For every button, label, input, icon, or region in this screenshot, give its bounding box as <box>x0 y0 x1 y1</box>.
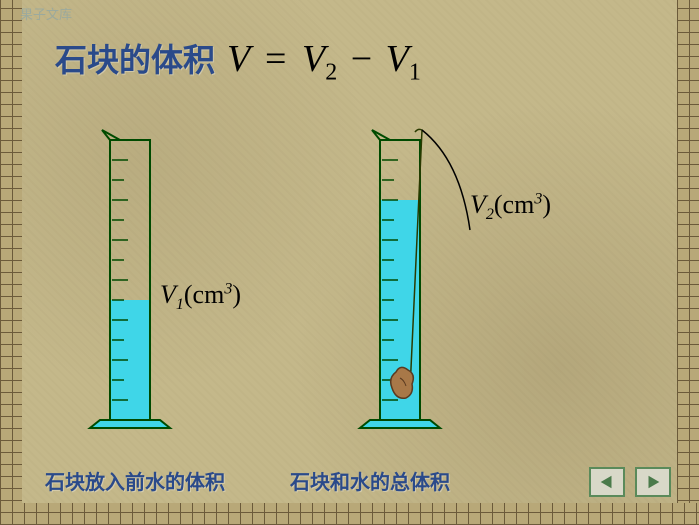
next-button[interactable] <box>635 467 671 497</box>
formula-v1: V1 <box>386 38 421 80</box>
graduated-cylinder-right <box>350 120 530 430</box>
label-v2: V2(cm3) <box>470 190 551 224</box>
formula-lhs: V <box>227 38 250 80</box>
formula-eq: = <box>265 38 286 80</box>
nav-buttons <box>589 467 671 497</box>
prev-button[interactable] <box>589 467 625 497</box>
graduated-cylinder-left <box>80 120 200 430</box>
cylinder-after: V2(cm3) <box>350 120 590 435</box>
caption-after: 石块和水的总体积 <box>290 466 450 495</box>
triangle-right-icon <box>644 473 662 491</box>
border-left <box>0 0 22 525</box>
cylinder-before: V1(cm3) <box>80 120 320 435</box>
title-text: 石块的体积 <box>55 35 215 81</box>
formula-minus: − <box>351 38 372 80</box>
border-bottom <box>0 503 699 525</box>
watermark-text: 果子文库 <box>20 4 72 23</box>
border-right <box>677 0 699 525</box>
formula-v2: V2 <box>302 38 337 80</box>
label-v1: V1(cm3) <box>160 280 241 314</box>
triangle-left-icon <box>598 473 616 491</box>
diagram-area: V1(cm3) <box>40 120 659 450</box>
caption-before: 石块放入前水的体积 <box>45 466 225 495</box>
volume-formula: V = V2 − V1 <box>227 37 421 87</box>
slide-title: 石块的体积 V = V2 − V1 <box>55 35 421 87</box>
